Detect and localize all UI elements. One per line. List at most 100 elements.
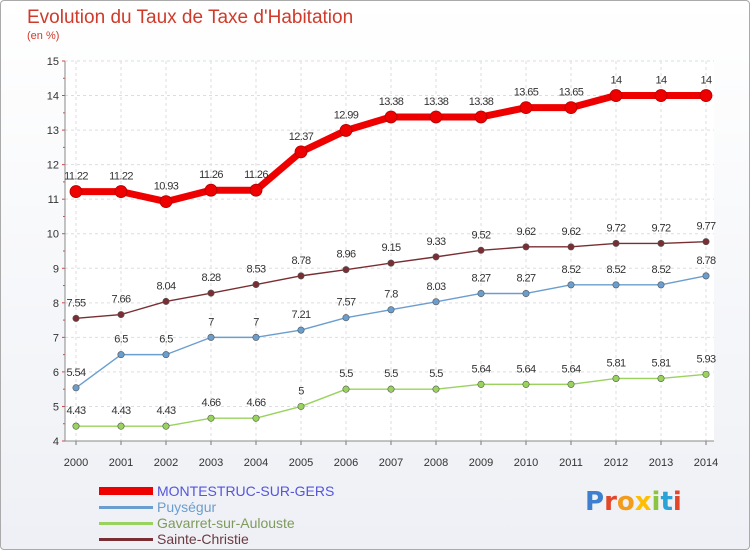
plot-area	[65, 61, 714, 441]
data-label: 12.37	[289, 131, 314, 143]
y-tick-label: 14	[47, 91, 59, 103]
legend-item: Sainte-Christie	[99, 531, 499, 547]
data-label: 8.96	[336, 249, 355, 261]
data-point	[339, 124, 353, 137]
data-label: 5.64	[471, 363, 490, 375]
data-label: 9.52	[471, 229, 490, 241]
proxiti-logo: Proxiti	[585, 487, 682, 517]
data-point	[564, 101, 578, 115]
legend: MONTESTRUC-SUR-GERS Puységur Gavarret-sur-…	[99, 483, 499, 547]
x-tick-label: 2008	[424, 457, 448, 469]
data-point	[612, 281, 620, 289]
x-tick-label: 2005	[289, 457, 313, 469]
data-label: 5.93	[696, 353, 715, 365]
data-point	[384, 110, 398, 124]
data-point	[207, 414, 215, 422]
data-point	[522, 289, 530, 297]
x-tick-label: 2014	[694, 457, 718, 469]
x-tick-label: 2012	[604, 457, 628, 469]
data-point	[567, 281, 575, 289]
legend-swatch	[99, 522, 153, 525]
y-tick-label: 12	[47, 160, 59, 172]
data-label: 8.04	[156, 280, 175, 292]
data-point	[522, 243, 530, 251]
data-point	[654, 89, 668, 102]
data-point	[387, 385, 395, 393]
data-label: 4.43	[66, 405, 85, 417]
y-tick-label: 13	[47, 125, 59, 137]
legend-label: MONTESTRUC-SUR-GERS	[157, 483, 335, 499]
data-point	[117, 351, 125, 359]
legend-item: Puységur	[99, 499, 499, 515]
x-tick-label: 2010	[514, 457, 538, 469]
data-label: 7.8	[384, 289, 398, 301]
data-label: 8.52	[651, 264, 670, 276]
x-tick-label: 2009	[469, 457, 493, 469]
data-point	[612, 374, 620, 382]
data-point	[342, 385, 350, 393]
y-tick-label: 6	[53, 367, 59, 379]
data-point	[297, 326, 305, 334]
x-tick-label: 2002	[154, 457, 178, 469]
x-tick-label: 2000	[64, 457, 88, 469]
data-point	[699, 89, 713, 102]
data-point	[114, 185, 128, 198]
y-tick-label: 11	[48, 194, 59, 206]
data-point	[252, 414, 260, 422]
data-label: 4.66	[246, 397, 265, 409]
data-label: 5.81	[606, 357, 625, 369]
data-label: 7	[253, 316, 259, 328]
y-tick-label: 10	[47, 229, 59, 241]
x-tick-label: 2004	[244, 457, 268, 469]
data-label: 7	[208, 316, 214, 328]
data-label: 13.38	[424, 96, 449, 108]
data-label: 8.27	[471, 272, 490, 284]
data-point	[609, 89, 623, 102]
data-point	[162, 422, 170, 430]
data-point	[207, 289, 215, 297]
data-point	[657, 281, 665, 289]
data-point	[207, 333, 215, 341]
data-label: 8.53	[246, 264, 265, 276]
data-point	[702, 238, 710, 246]
data-point	[477, 246, 485, 254]
data-point	[72, 314, 80, 322]
data-label: 7.55	[66, 297, 85, 309]
data-label: 8.52	[606, 264, 625, 276]
data-label: 8.28	[201, 272, 220, 284]
data-label: 6.5	[114, 334, 128, 346]
data-label: 7.66	[111, 294, 130, 306]
data-label: 11.26	[244, 169, 268, 181]
data-point	[342, 314, 350, 322]
data-label: 4.66	[201, 397, 220, 409]
data-label: 11.22	[109, 171, 133, 183]
y-tick-label: 8	[53, 298, 59, 310]
y-tick-label: 9	[53, 263, 59, 275]
legend-item: MONTESTRUC-SUR-GERS	[99, 483, 499, 499]
data-label: 8.78	[696, 255, 715, 267]
data-label: 5	[298, 385, 304, 397]
legend-label: Gavarret-sur-Aulouste	[157, 515, 295, 531]
data-point	[432, 253, 440, 261]
legend-label: Sainte-Christie	[157, 531, 249, 547]
data-point	[297, 272, 305, 280]
data-label: 5.5	[339, 368, 353, 380]
y-tick-label: 7	[53, 332, 59, 344]
data-point	[432, 385, 440, 393]
logo-letter: x	[634, 487, 652, 517]
data-label: 11.22	[64, 171, 88, 183]
data-label: 4.43	[156, 405, 175, 417]
data-point	[657, 239, 665, 247]
data-label: 9.33	[426, 236, 445, 248]
legend-swatch	[99, 506, 153, 509]
data-label: 12.99	[334, 109, 359, 121]
data-point	[702, 370, 710, 378]
data-point	[252, 333, 260, 341]
data-point	[252, 281, 260, 289]
data-point	[72, 384, 80, 392]
x-tick-label: 2003	[199, 457, 223, 469]
data-label: 8.78	[291, 255, 310, 267]
data-label: 10.93	[154, 181, 179, 193]
